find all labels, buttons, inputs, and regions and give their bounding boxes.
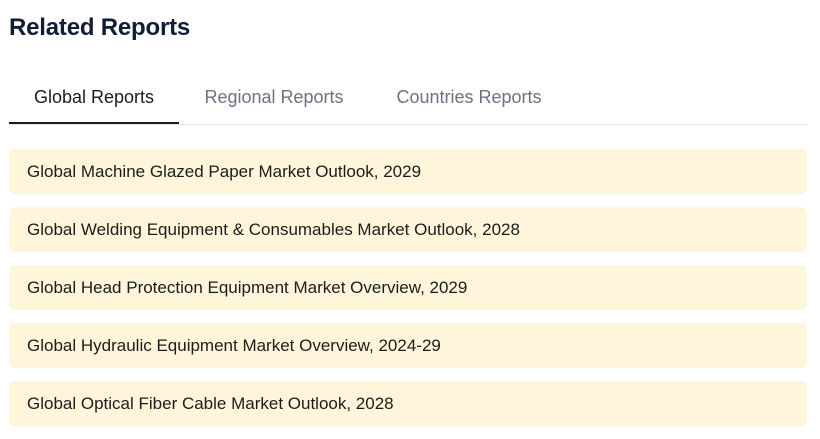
tab-regional-reports[interactable]: Regional Reports — [204, 87, 344, 107]
report-link-machine-glazed-paper[interactable]: Global Machine Glazed Paper Market Outlo… — [9, 149, 807, 194]
report-link-hydraulic-equipment[interactable]: Global Hydraulic Equipment Market Overvi… — [9, 323, 807, 368]
report-link-head-protection[interactable]: Global Head Protection Equipment Market … — [9, 265, 807, 310]
section-title: Related Reports — [9, 14, 191, 41]
report-link-welding-equipment[interactable]: Global Welding Equipment & Consumables M… — [9, 207, 807, 252]
report-list: Global Machine Glazed Paper Market Outlo… — [9, 149, 807, 439]
tab-global-reports[interactable]: Global Reports — [9, 76, 179, 124]
tab-countries-reports[interactable]: Countries Reports — [396, 87, 542, 107]
report-link-optical-fiber-cable[interactable]: Global Optical Fiber Cable Market Outloo… — [9, 381, 807, 426]
report-tabs: Global Reports Regional Reports Countrie… — [9, 76, 807, 125]
